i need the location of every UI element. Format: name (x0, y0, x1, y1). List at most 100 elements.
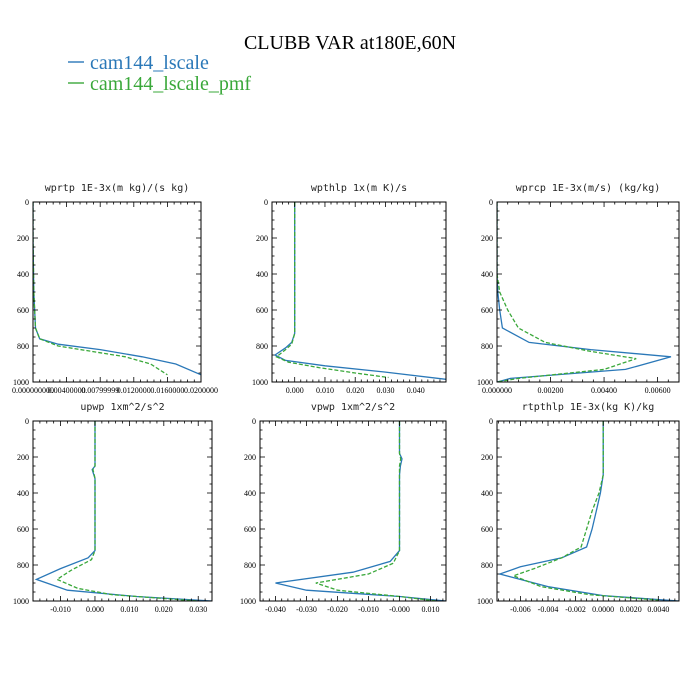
y-tick-label-rtpthlp: 1000 (477, 597, 493, 606)
x-tick-label-wprcp: 0.00200 (538, 386, 564, 395)
x-tick-label-wprtp: 0.00799999 (81, 386, 119, 395)
panel-title-wprcp: wprcp 1E-3x(m/s) (kg/kg) (516, 183, 661, 194)
y-tick-label-upwp: 200 (17, 453, 29, 462)
y-tick-label-wprtp: 1000 (13, 378, 29, 387)
y-tick-label-wprtp: 600 (17, 306, 29, 315)
y-tick-label-wpthlp: 800 (256, 342, 268, 351)
y-tick-label-wprtp: 0 (25, 198, 29, 207)
plot-frame-wpthlp (271, 201, 447, 383)
profile-upwp-cam144_lscale (34, 421, 212, 601)
x-tick-label-upwp: 0.010 (120, 605, 138, 614)
profile-upwp-cam144_lscale_pmf (55, 421, 199, 601)
y-tick-label-wprcp: 1000 (477, 378, 493, 387)
y-tick-label-vpwp: 0 (252, 417, 256, 426)
y-tick-label-vpwp: 1000 (240, 597, 256, 606)
y-tick-label-wprcp: 800 (481, 342, 493, 351)
x-tick-label-vpwp: -0.010 (358, 605, 379, 614)
y-tick-label-wprtp: 800 (17, 342, 29, 351)
x-tick-label-wprtp: 0.0160000 (150, 386, 184, 395)
y-tick-label-vpwp: 600 (244, 525, 256, 534)
x-tick-label-rtpthlp: -0.004 (538, 605, 559, 614)
x-tick-label-vpwp: -0.040 (265, 605, 286, 614)
profile-wpthlp-cam144_lscale_pmf (275, 202, 389, 379)
x-tick-label-wpthlp: 0.030 (376, 386, 394, 395)
plot-frame-rtpthlp (496, 420, 680, 602)
profile-rtpthlp-cam144_lscale (497, 421, 679, 601)
x-tick-label-rtpthlp: 0.0000 (592, 605, 614, 614)
plot-frame-vpwp (259, 420, 447, 602)
profile-wprcp-cam144_lscale (497, 202, 672, 382)
y-tick-label-vpwp: 200 (244, 453, 256, 462)
x-tick-label-rtpthlp: 0.0040 (647, 605, 669, 614)
y-tick-label-wprtp: 200 (17, 234, 29, 243)
y-tick-label-wprtp: 400 (17, 270, 29, 279)
y-tick-label-rtpthlp: 200 (481, 453, 493, 462)
y-tick-label-wpthlp: 0 (264, 198, 268, 207)
x-tick-label-wprtp: 0.000000000 (12, 386, 54, 395)
y-tick-label-wpthlp: 600 (256, 306, 268, 315)
y-tick-label-wprcp: 0 (489, 198, 493, 207)
profile-wpthlp-cam144_lscale (273, 202, 446, 380)
x-tick-label-rtpthlp: -0.002 (565, 605, 586, 614)
panel-upwp: upwp 1xm^2/s^2 0 200 400 600 800 1000 -0.010 0.0… (13, 402, 213, 614)
y-tick-label-rtpthlp: 600 (481, 525, 493, 534)
x-tick-label-wprtp: 0.0120000 (117, 386, 151, 395)
y-tick-label-upwp: 1000 (13, 597, 29, 606)
x-tick-label-vpwp: -0.030 (296, 605, 317, 614)
panel-title-upwp: upwp 1xm^2/s^2 (80, 402, 164, 413)
y-tick-label-rtpthlp: 0 (489, 417, 493, 426)
y-tick-label-wprcp: 600 (481, 306, 493, 315)
x-tick-label-rtpthlp: 0.0020 (620, 605, 642, 614)
legend-label-lscale-pmf: cam144_lscale_pmf (90, 73, 251, 95)
panel-rtpthlp: rtpthlp 1E-3x(kg K)/kg 0 200 400 600 800 1000 -… (477, 402, 680, 614)
plot-frame-upwp (32, 420, 213, 602)
y-tick-label-upwp: 0 (25, 417, 29, 426)
x-tick-label-upwp: -0.010 (50, 605, 71, 614)
panel-vpwp: vpwp 1xm^2/s^2 0 200 400 600 800 1000 -0.040 -0.… (240, 402, 447, 614)
panel-title-vpwp: vpwp 1xm^2/s^2 (311, 402, 395, 413)
legend: cam144_lscale cam144_lscale_pmf (68, 52, 251, 95)
profile-wprcp-cam144_lscale_pmf (497, 202, 637, 382)
panel-wpthlp: wpthlp 1x(m K)/s 0 200 400 600 800 1000 0.000 0.… (252, 183, 447, 395)
x-tick-label-wpthlp: 0.020 (346, 386, 364, 395)
x-tick-label-vpwp: -0.020 (327, 605, 348, 614)
x-tick-label-wprtp: 0.00400000 (48, 386, 86, 395)
x-tick-label-upwp: 0.030 (189, 605, 207, 614)
profile-rtpthlp-cam144_lscale_pmf (511, 421, 659, 601)
panel-wprcp: wprcp 1E-3x(m/s) (kg/kg) 0 200 400 600 800 100… (477, 183, 680, 395)
profile-wprtp-cam144_lscale (33, 202, 201, 376)
panel-title-wpthlp: wpthlp 1x(m K)/s (311, 183, 407, 194)
x-tick-label-vpwp: 0.010 (422, 605, 440, 614)
profile-vpwp-cam144_lscale_pmf (315, 421, 437, 601)
y-tick-label-wprcp: 200 (481, 234, 493, 243)
y-tick-label-rtpthlp: 400 (481, 489, 493, 498)
y-tick-label-wpthlp: 200 (256, 234, 268, 243)
y-tick-label-vpwp: 800 (244, 561, 256, 570)
x-tick-label-wprcp: 0.000000 (482, 386, 512, 395)
y-tick-label-wpthlp: 400 (256, 270, 268, 279)
y-tick-label-upwp: 800 (17, 561, 29, 570)
y-tick-label-upwp: 600 (17, 525, 29, 534)
y-tick-label-wprcp: 400 (481, 270, 493, 279)
x-tick-label-upwp: 0.000 (86, 605, 104, 614)
panel-grid: wprtp 1E-3x(m kg)/(s kg) 0 200 400 600 800 100… (12, 183, 680, 614)
y-tick-label-upwp: 400 (17, 489, 29, 498)
figure-title: CLUBB VAR at180E,60N (244, 32, 456, 54)
panel-wprtp: wprtp 1E-3x(m kg)/(s kg) 0 200 400 600 800 100… (12, 183, 218, 395)
x-tick-label-rtpthlp: -0.006 (510, 605, 531, 614)
x-tick-label-wprtp: 0.0200000 (184, 386, 218, 395)
profile-wprtp-cam144_lscale_pmf (33, 202, 168, 376)
y-tick-label-rtpthlp: 800 (481, 561, 493, 570)
x-tick-label-upwp: 0.020 (155, 605, 173, 614)
panel-title-wprtp: wprtp 1E-3x(m kg)/(s kg) (45, 183, 190, 194)
profile-vpwp-cam144_lscale (275, 421, 446, 601)
x-tick-label-wprcp: 0.00400 (591, 386, 617, 395)
legend-label-lscale: cam144_lscale (90, 52, 209, 74)
y-tick-label-vpwp: 400 (244, 489, 256, 498)
x-tick-label-wpthlp: 0.000 (286, 386, 304, 395)
x-tick-label-wprcp: 0.00600 (645, 386, 671, 395)
panel-title-rtpthlp: rtpthlp 1E-3x(kg K)/kg (522, 402, 654, 413)
x-tick-label-wpthlp: 0.040 (407, 386, 425, 395)
x-tick-label-wpthlp: 0.010 (316, 386, 334, 395)
